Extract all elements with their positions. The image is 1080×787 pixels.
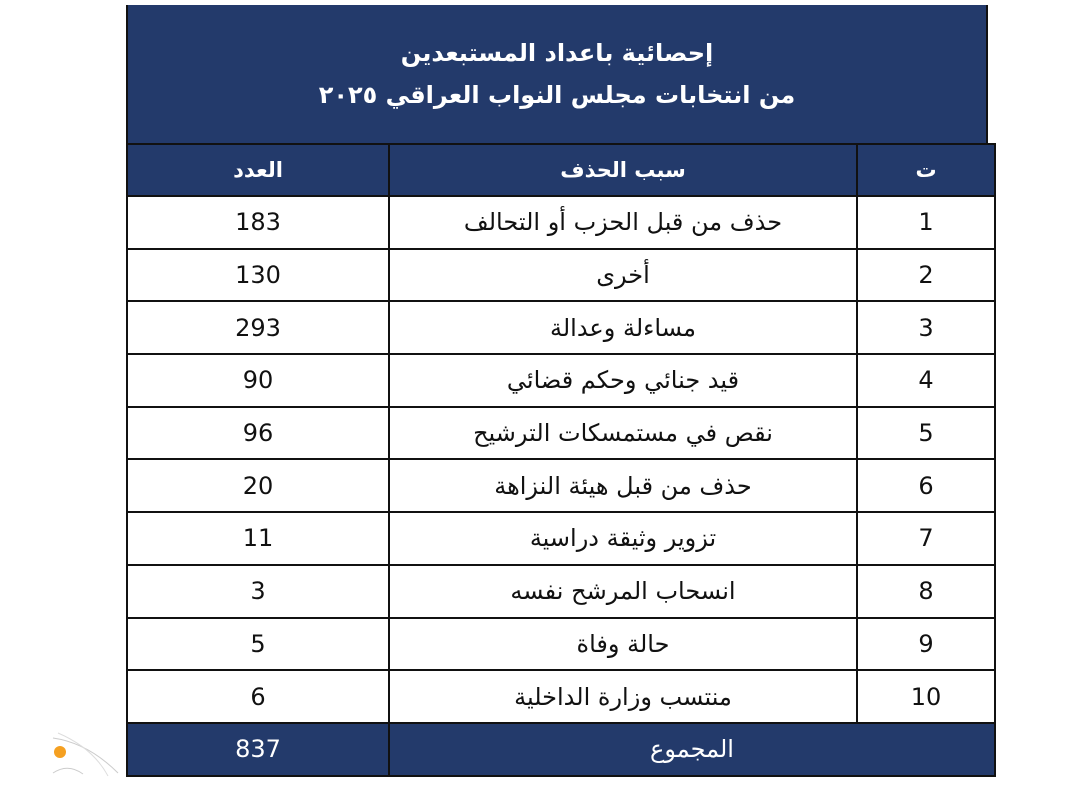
row-count: 3 <box>126 563 390 619</box>
row-count: 183 <box>126 195 390 250</box>
table-row: 5 نقص في مستمسكات الترشيح 96 <box>126 405 996 461</box>
watermark-logo <box>52 732 119 777</box>
header-reason: سبب الحذف <box>388 143 858 197</box>
row-reason: أخرى <box>388 247 858 303</box>
total-count: 837 <box>126 721 390 777</box>
table-row: 6 حذف من قبل هيئة النزاهة 20 <box>126 458 996 514</box>
row-count: 96 <box>126 405 390 461</box>
table-row: 10 منتسب وزارة الداخلية 6 <box>126 669 996 724</box>
row-index: 10 <box>856 669 996 724</box>
table-row: 1 حذف من قبل الحزب أو التحالف 183 <box>126 195 996 250</box>
exclusions-table: ت سبب الحذف العدد 1 حذف من قبل الحزب أو ا… <box>126 143 996 777</box>
row-reason: نقص في مستمسكات الترشيح <box>388 405 858 461</box>
table-row: 2 أخرى 130 <box>126 247 996 303</box>
title-banner: إحصائية باعداد المستبعدين من انتخابات مج… <box>126 5 988 143</box>
row-index: 6 <box>856 458 996 514</box>
row-count: 5 <box>126 616 390 672</box>
header-count: العدد <box>126 143 390 197</box>
header-row: ت سبب الحذف العدد <box>126 143 996 197</box>
row-index: 4 <box>856 353 996 408</box>
row-index: 2 <box>856 247 996 303</box>
row-reason: مساءلة وعدالة <box>388 300 858 356</box>
row-reason: حذف من قبل هيئة النزاهة <box>388 458 858 514</box>
row-index: 7 <box>856 511 996 566</box>
row-reason: قيد جنائي وحكم قضائي <box>388 353 858 408</box>
title-line-1: إحصائية باعداد المستبعدين <box>400 39 714 67</box>
total-label: المجموع <box>388 721 996 777</box>
row-count: 20 <box>126 458 390 514</box>
row-reason: حذف من قبل الحزب أو التحالف <box>388 195 858 250</box>
title-line-2: من انتخابات مجلس النواب العراقي ٢٠٢٥ <box>318 81 796 109</box>
row-index: 8 <box>856 563 996 619</box>
row-index: 9 <box>856 616 996 672</box>
row-count: 11 <box>126 511 390 566</box>
table-row: 3 مساءلة وعدالة 293 <box>126 300 996 356</box>
row-count: 90 <box>126 353 390 408</box>
row-count: 6 <box>126 669 390 724</box>
row-index: 5 <box>856 405 996 461</box>
row-reason: انسحاب المرشح نفسه <box>388 563 858 619</box>
row-reason: حالة وفاة <box>388 616 858 672</box>
row-count: 293 <box>126 300 390 356</box>
row-reason: تزوير وثيقة دراسية <box>388 511 858 566</box>
total-row: المجموع 837 <box>126 721 996 777</box>
table-row: 4 قيد جنائي وحكم قضائي 90 <box>126 353 996 408</box>
table-row: 8 انسحاب المرشح نفسه 3 <box>126 563 996 619</box>
row-count: 130 <box>126 247 390 303</box>
row-index: 3 <box>856 300 996 356</box>
header-index: ت <box>856 143 996 197</box>
table-row: 9 حالة وفاة 5 <box>126 616 996 672</box>
row-index: 1 <box>856 195 996 250</box>
row-reason: منتسب وزارة الداخلية <box>388 669 858 724</box>
table-row: 7 تزوير وثيقة دراسية 11 <box>126 511 996 566</box>
